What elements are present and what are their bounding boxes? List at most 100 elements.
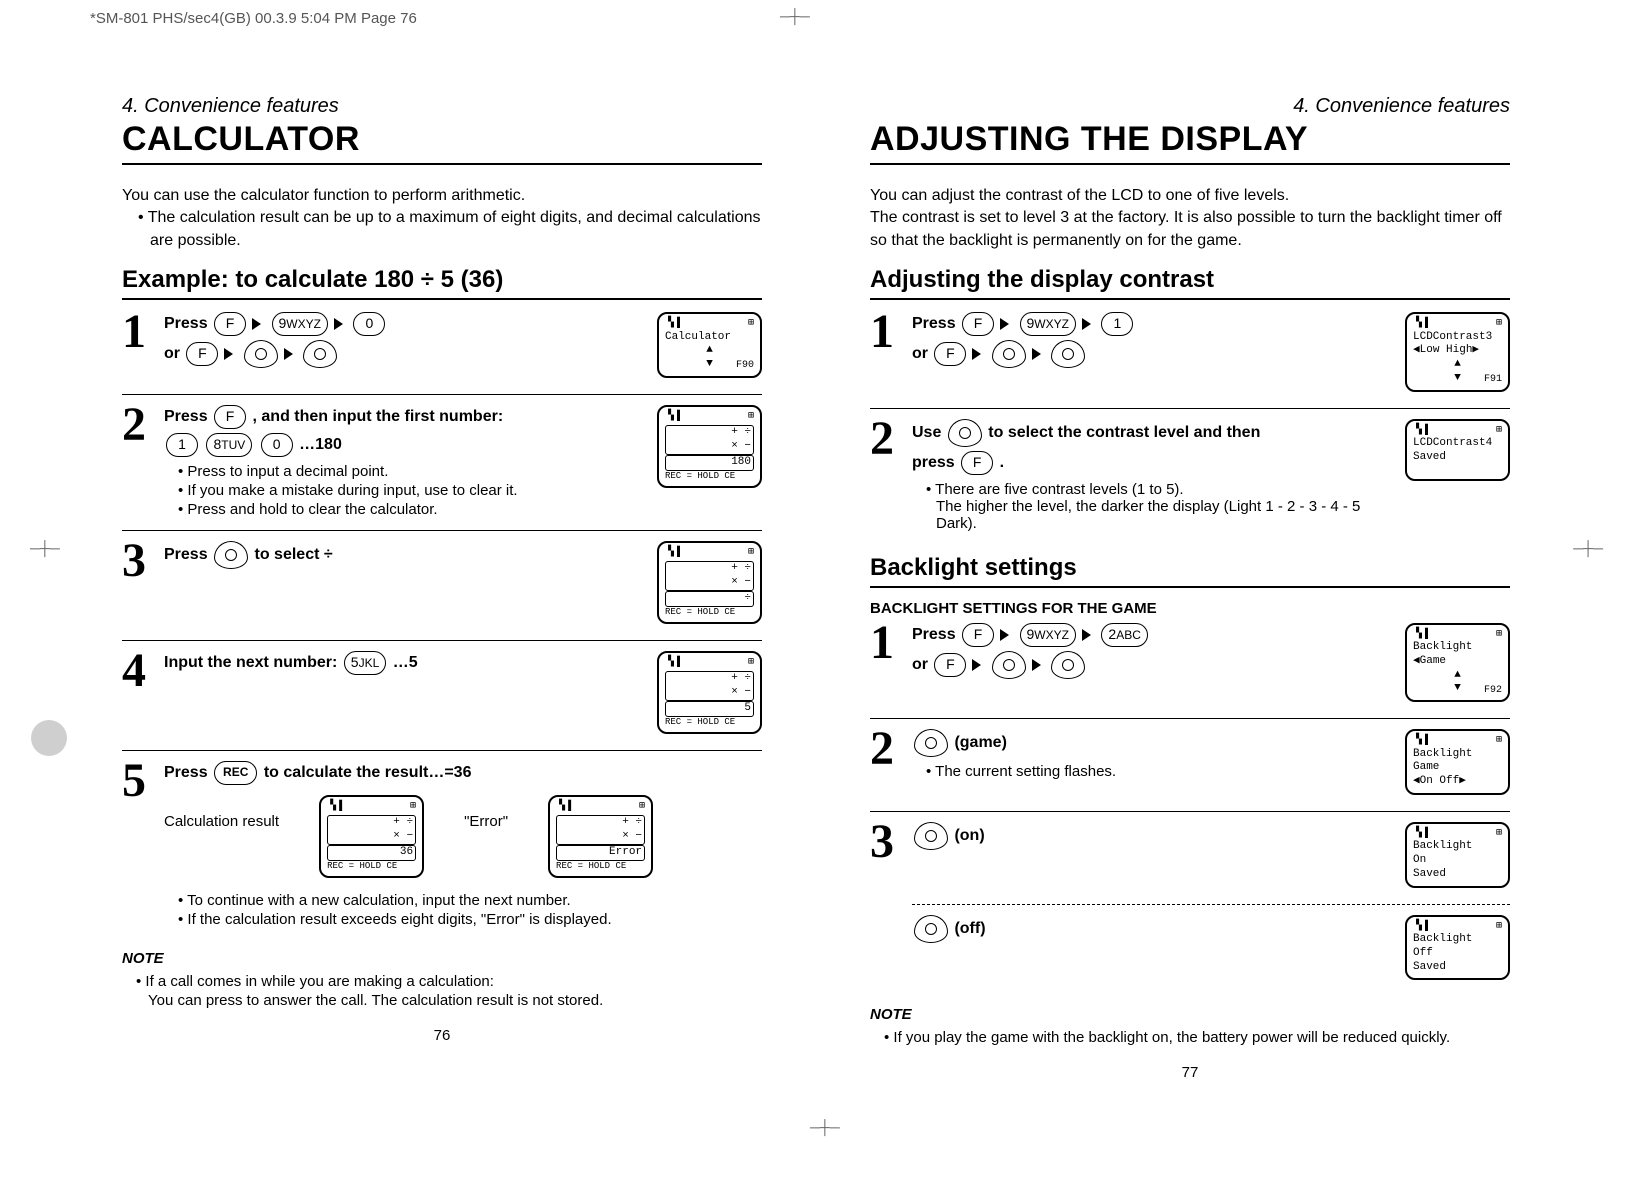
backlight-step-3: 3 ▝▖▌⊞ Backlight On Saved (on) ▝▖▌⊞ Back… (870, 822, 1510, 997)
note-bullet: If you play the game with the backlight … (884, 1029, 1510, 1046)
page-number: 77 (870, 1064, 1510, 1081)
lcd-line: Backlight (1413, 748, 1502, 762)
nav-key (214, 541, 248, 569)
gray-dot (31, 720, 67, 756)
arrow-icon (1082, 318, 1091, 330)
arrow-icon (1032, 348, 1041, 360)
intro-line: You can adjust the contrast of the LCD t… (870, 185, 1510, 207)
nav-key (244, 340, 278, 368)
step-after: …5 (393, 654, 418, 671)
step-after: …180 (299, 436, 342, 453)
key-1: 1 (1101, 312, 1133, 336)
lcd-line: Saved (1413, 451, 1502, 465)
intro: You can adjust the contrast of the LCD t… (870, 185, 1510, 252)
step-text: to calculate the result…=36 (264, 764, 472, 781)
bullet: To continue with a new calculation, inpu… (178, 892, 762, 909)
note-bullet: If a call comes in while you are making … (136, 973, 762, 990)
arrow-icon (252, 318, 261, 330)
crop-mark-left: ─┼─ (30, 540, 60, 556)
step-number: 1 (870, 304, 894, 359)
step-4: 4 ▝▖▌⊞ + ÷× − 5 REC = HOLD CE Input the … (122, 651, 762, 751)
nav-key (948, 419, 982, 447)
crop-mark-bottom: ─┼─ (810, 1119, 840, 1135)
backlight-step-2: 2 ▝▖▌⊞ Backlight Game ◀On Off▶ (game) Th… (870, 729, 1510, 812)
contrast-step-2: 2 ▝▖▌⊞ LCDContrast4 Saved Use to select … (870, 419, 1510, 544)
arrow-icon (1082, 629, 1091, 641)
lcd-value: 5 (665, 701, 754, 717)
nav-key (914, 729, 948, 757)
backlight-subhead: BACKLIGHT SETTINGS FOR THE GAME (870, 600, 1510, 617)
lcd-line: Calculator (665, 331, 754, 345)
key-0: 0 (261, 433, 293, 457)
backlight-step-1: 1 ▝▖▌⊞ Backlight ◀Game ▲▼ F92 Press F 9W… (870, 623, 1510, 720)
key-f: F (186, 342, 218, 366)
lcd-code: F90 (736, 360, 754, 373)
press-label: Press (164, 315, 208, 332)
key-9: 9WXYZ (272, 312, 328, 336)
lcd-result: ▝▖▌⊞ + ÷× − 36 REC = HOLD CE (319, 795, 424, 878)
step-5: 5 Press REC to calculate the result…=36 … (122, 761, 762, 940)
key-f: F (962, 623, 994, 647)
key-1: 1 (166, 433, 198, 457)
key-5: 5JKL (344, 651, 386, 675)
step-label: (game) (954, 734, 1006, 751)
step-number: 3 (870, 814, 894, 869)
press-label: press (912, 454, 955, 471)
lcd-input: ▝▖▌⊞ + ÷× − 180 REC = HOLD CE (657, 405, 762, 488)
key-f: F (962, 312, 994, 336)
bullet: If the calculation result exceeds eight … (178, 911, 762, 928)
page-left: 4. Convenience features CALCULATOR You c… (122, 95, 762, 1044)
step-text: , and then input the first number: (253, 408, 504, 425)
lcd-line: ◀On Off▶ (1413, 775, 1502, 789)
arrow-icon (1032, 659, 1041, 671)
lcd-line: LCDContrast4 (1413, 437, 1502, 451)
or-label: or (912, 656, 928, 673)
dashed-divider (912, 904, 1510, 905)
breadcrumb: 4. Convenience features (122, 95, 762, 118)
crop-mark-top: ─┼─ (780, 8, 810, 24)
step-number: 5 (122, 753, 146, 808)
arrow-icon (284, 348, 293, 360)
lcd-value: 180 (665, 455, 754, 471)
press-label: Press (164, 764, 208, 781)
nav-key (303, 340, 337, 368)
or-label: or (164, 345, 180, 362)
step-2: 2 ▝▖▌⊞ + ÷× − 180 REC = HOLD CE Press F … (122, 405, 762, 531)
page-right: 4. Convenience features ADJUSTING THE DI… (870, 95, 1510, 1081)
backlight-title: Backlight settings (870, 554, 1510, 588)
lcd-backlight-game: ▝▖▌⊞ Backlight Game ◀On Off▶ (1405, 729, 1510, 795)
key-f: F (214, 405, 246, 429)
key-8: 8TUV (206, 433, 252, 457)
lcd-divide: ▝▖▌⊞ + ÷× − ÷ REC = HOLD CE (657, 541, 762, 624)
arrow-icon (334, 318, 343, 330)
step-label: (off) (954, 920, 985, 937)
step-number: 3 (122, 533, 146, 588)
lcd-line: ◀Game (1413, 655, 1502, 669)
lcd-backlight: ▝▖▌⊞ Backlight ◀Game ▲▼ F92 (1405, 623, 1510, 703)
lcd-contrast4: ▝▖▌⊞ LCDContrast4 Saved (1405, 419, 1510, 481)
nav-key (1051, 651, 1085, 679)
result-label: Calculation result (164, 795, 279, 830)
key-9: 9WXYZ (1020, 312, 1076, 336)
lcd-line: LCDContrast3 (1413, 331, 1502, 345)
step-3: 3 ▝▖▌⊞ + ÷× − ÷ REC = HOLD CE Press to s… (122, 541, 762, 641)
arrow-icon (224, 348, 233, 360)
contrast-step-1: 1 ▝▖▌⊞ LCDContrast3 ◀Low High▶ ▲▼ F91 Pr… (870, 312, 1510, 409)
key-f: F (934, 653, 966, 677)
dot: . (1000, 454, 1004, 471)
bullet: There are five contrast levels (1 to 5).… (926, 481, 1395, 532)
page-title: CALCULATOR (122, 120, 762, 165)
lcd-line: Backlight (1413, 641, 1502, 655)
lcd-value: ÷ (665, 591, 754, 607)
key-0: 0 (353, 312, 385, 336)
use-label: Use (912, 424, 941, 441)
press-label: Press (912, 315, 956, 332)
page-number: 76 (122, 1027, 762, 1044)
lcd-line: Backlight (1413, 840, 1502, 854)
lcd-backlight-on: ▝▖▌⊞ Backlight On Saved (1405, 822, 1510, 888)
arrow-icon (1000, 318, 1009, 330)
lcd-line: Backlight (1413, 933, 1502, 947)
press-label: Press (164, 546, 208, 563)
example-title: Example: to calculate 180 ÷ 5 (36) (122, 266, 762, 300)
step-number: 2 (870, 721, 894, 776)
